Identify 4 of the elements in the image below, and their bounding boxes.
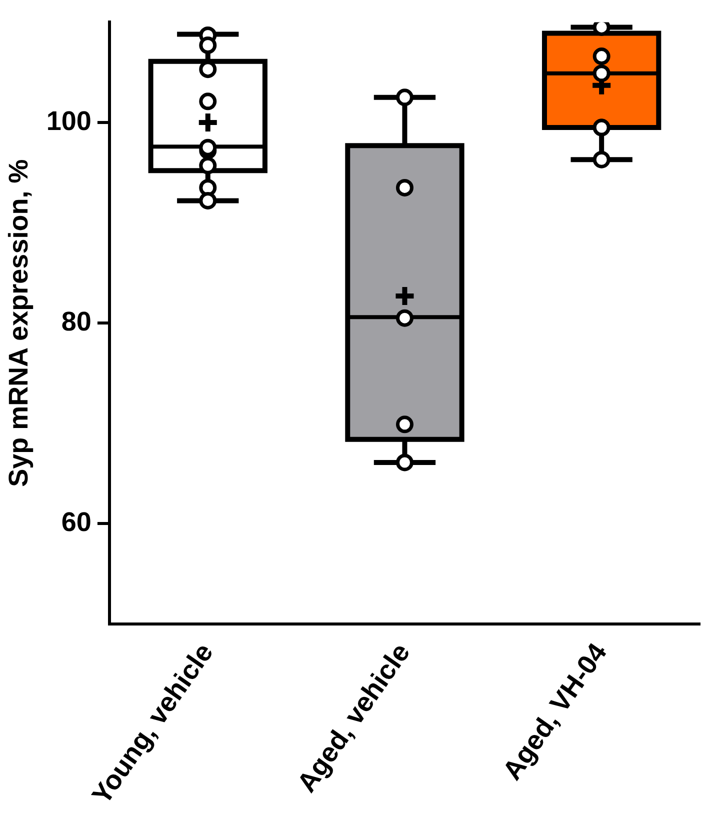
y-axis-title: Syp mRNA expression, % [4, 159, 34, 487]
y-tick-label: 100 [46, 106, 92, 136]
y-tick-label: 80 [61, 306, 92, 337]
y-tick-label: 60 [61, 507, 92, 538]
